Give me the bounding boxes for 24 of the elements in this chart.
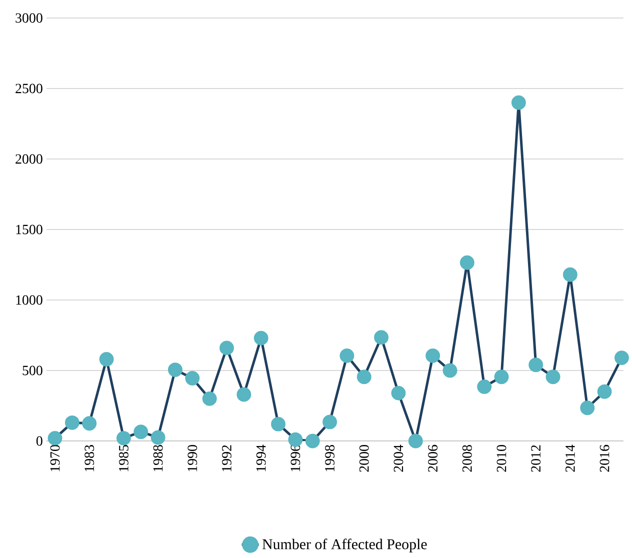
y-tick-label: 2000 [16, 154, 42, 164]
y-tick-label: 500 [22, 366, 42, 376]
x-tick-label: 2016 [600, 444, 610, 472]
x-tick-label: 2000 [359, 445, 369, 472]
y-tick-label: 1000 [16, 295, 42, 305]
y-tick-label: 2500 [16, 84, 42, 94]
x-tick-label: 1994 [256, 444, 266, 472]
y-tick-label: 1500 [16, 224, 42, 234]
x-tick-label: 1985 [118, 445, 128, 472]
x-tick-label: 2008 [462, 445, 472, 472]
x-tick-label: 2004 [394, 444, 404, 472]
x-tick-label: 1990 [188, 445, 198, 472]
x-tick-label: 2014 [565, 444, 575, 472]
legend-label: Number of Affected People [262, 538, 427, 552]
y-tick-label: 3000 [16, 13, 42, 23]
x-tick-label: 2006 [428, 444, 438, 472]
x-tick-label: 2010 [496, 445, 506, 472]
x-tick-label: 1998 [325, 445, 334, 472]
x-tick-label: 1983 [84, 445, 94, 472]
x-tick-label: 2012 [531, 445, 541, 472]
x-tick-label: 1988 [153, 445, 163, 472]
x-tick-label: 1992 [222, 445, 232, 472]
x-tick-label: 1970 [50, 445, 60, 472]
y-tick-label: 0 [36, 436, 42, 446]
